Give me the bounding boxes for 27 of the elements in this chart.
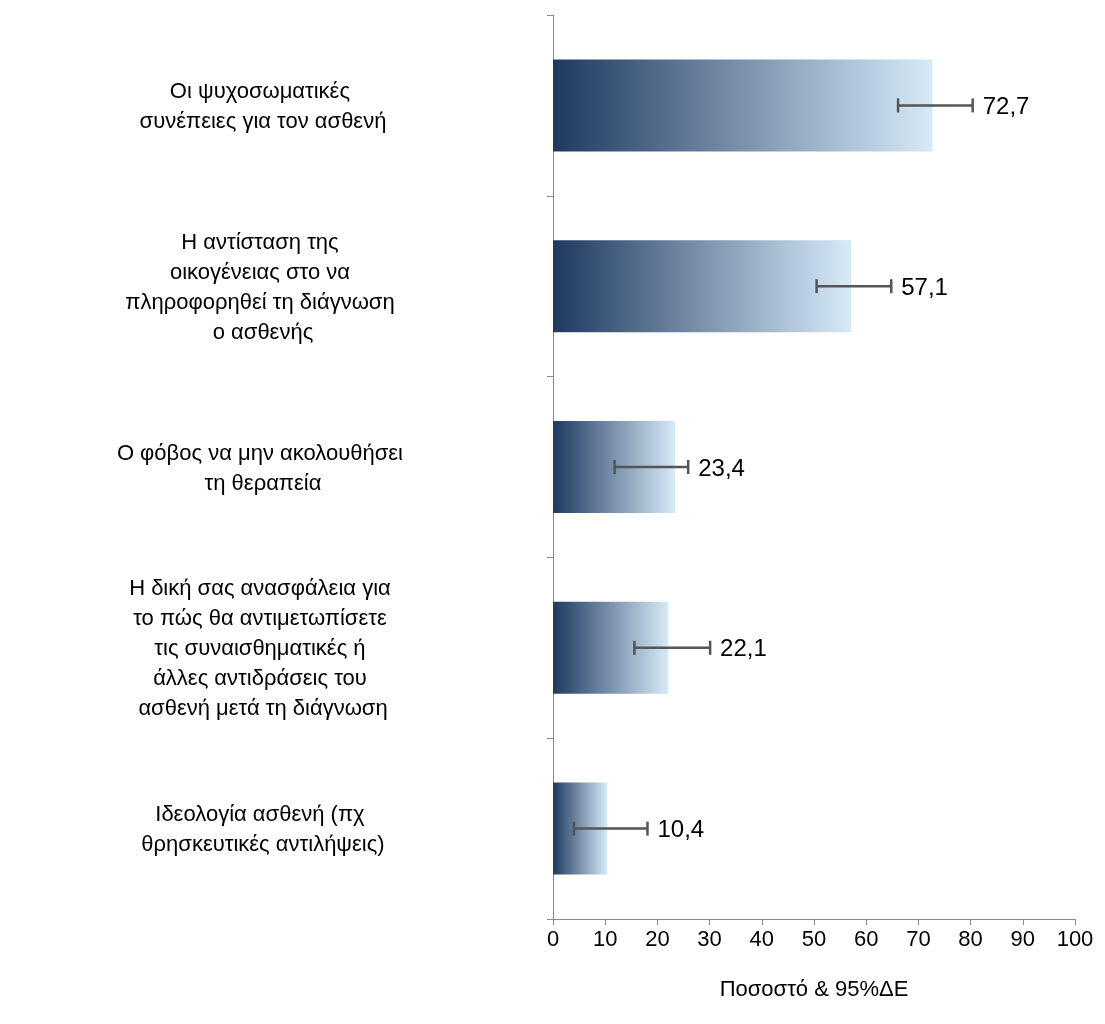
bar [553,601,669,694]
x-tick-label: 60 [853,925,879,951]
bar [553,59,933,152]
x-tick-label: 0 [546,925,560,951]
data-label: 10,4 [657,815,705,843]
data-label: 22,1 [720,634,767,662]
y-tick-label: Η αντίσταση της οικογένειας στο να πληροφορηθεί τη διάγνωση ο ασθενής [125,228,401,344]
data-label: 57,1 [901,272,948,300]
bar [553,421,676,513]
y-tick-label: Οι ψυχοσωματικές συνέπειες για τον ασθενή [139,77,387,133]
y-tick-label: Ο φόβος να μην ακολουθήσει τη θεραπεία [116,439,410,495]
x-axis-title: Ποσοστό & 95%ΔΕ [719,975,909,1001]
x-tick-label: 80 [958,925,983,951]
x-tick-label: 90 [1010,925,1036,951]
x-tick-label: 100 [1056,925,1094,951]
x-tick-label: 20 [645,925,670,951]
y-tick-label: Η δική σας ανασφάλεια για το πώς θα αντιμετωπίσετε τις συναισθηματικές ή άλλες αντιδράσεις του ασθενή μετά τη διάγνωση [129,575,397,721]
x-tick-label: 70 [906,925,931,951]
bar [553,240,852,333]
x-tick-label: 40 [749,925,775,951]
x-tick-label: 30 [697,925,722,951]
x-tick-label: 10 [592,925,618,951]
bar [553,782,608,875]
y-tick-label: Ιδεολογία ασθενή (πχ θρησκευτικές αντιλήψεις) [141,801,385,857]
x-tick-label: 50 [801,925,827,951]
data-label: 23,4 [698,453,745,481]
data-label: 72,7 [982,91,1030,119]
